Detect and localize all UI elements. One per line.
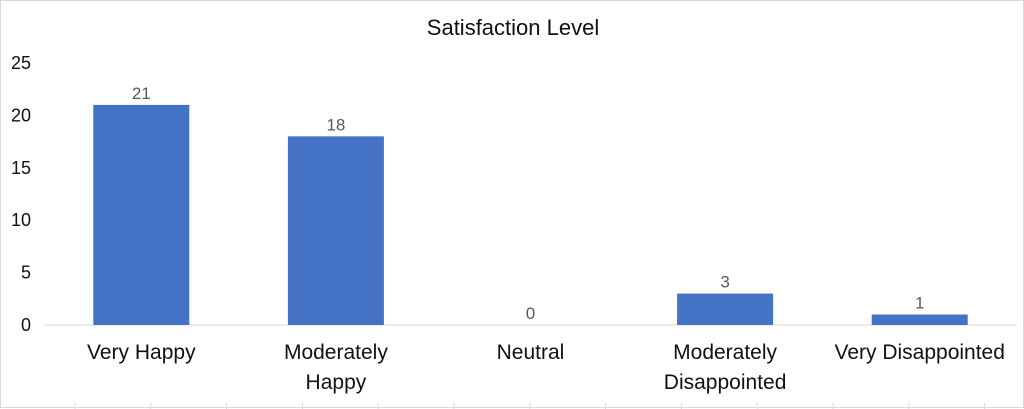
- y-tick-label: 0: [21, 315, 31, 335]
- data-label: 3: [720, 273, 729, 292]
- data-label: 18: [326, 115, 345, 134]
- category-label: Moderately Disappointed: [664, 341, 787, 394]
- category-label: Neutral: [497, 341, 565, 364]
- category-label-line: Moderately: [673, 341, 777, 364]
- category-label-line: Neutral: [497, 341, 565, 364]
- y-tick-label: 5: [21, 263, 31, 283]
- y-tick-label: 10: [11, 210, 31, 230]
- category-label: Very Happy: [87, 341, 196, 364]
- bar: [93, 104, 190, 325]
- data-label: 0: [526, 304, 535, 323]
- category-label-line: Happy: [306, 371, 367, 394]
- category-label: Very Disappointed: [834, 341, 1004, 364]
- y-tick-label: 15: [11, 158, 31, 178]
- bar: [287, 136, 384, 325]
- bar: [871, 314, 968, 325]
- category-label-line: Disappointed: [664, 371, 787, 394]
- y-tick-label: 20: [11, 105, 31, 125]
- bar: [677, 293, 774, 325]
- category-axis: Very Happy Moderately Happy Neutral Moderate…: [87, 341, 1005, 394]
- category-label-line: Moderately: [284, 341, 388, 364]
- y-tick-label: 25: [11, 53, 31, 73]
- category-label-line: Very Happy: [87, 341, 196, 364]
- category-label: Moderately Happy: [284, 341, 388, 394]
- bar-series: 21 18 0 3 1: [93, 84, 968, 325]
- data-label: 1: [915, 294, 924, 313]
- chart-title: Satisfaction Level: [427, 15, 599, 40]
- category-label-line: Very Disappointed: [834, 341, 1004, 364]
- data-label: 21: [132, 84, 151, 103]
